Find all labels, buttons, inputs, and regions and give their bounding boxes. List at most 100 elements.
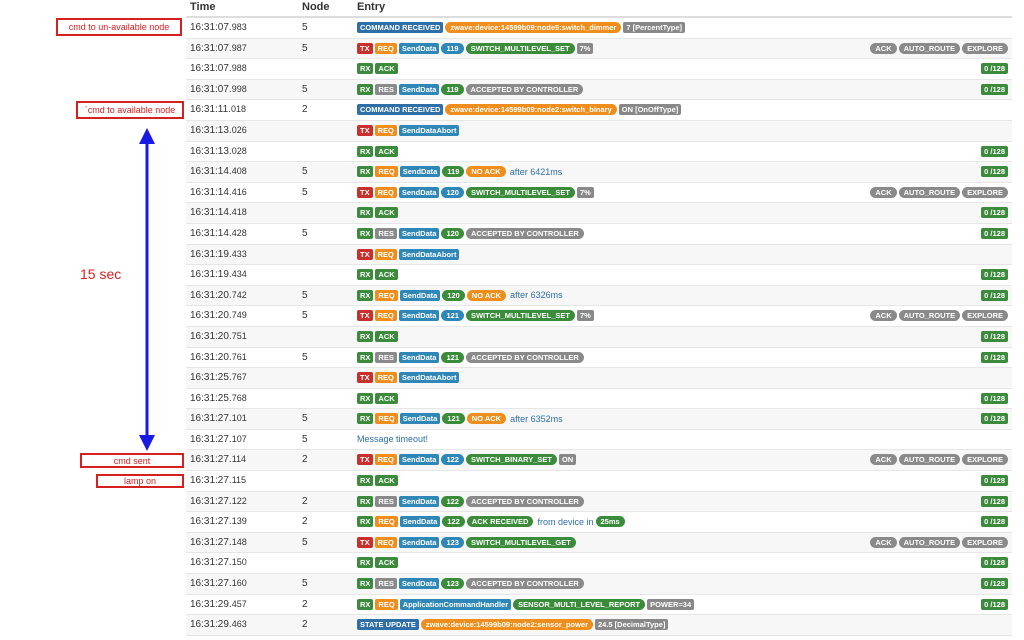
badge: REQ	[375, 516, 398, 528]
entry-cell: TX REQ SendData 122 SWITCH_BINARY_SET ON	[357, 454, 577, 466]
table-row[interactable]: 16:31:20.749 5 TX REQ SendData 121 SWITCH_MULT…	[186, 306, 1012, 327]
badge: 0 /128	[981, 207, 1008, 219]
entry-cell: RX RES SendData 119 ACCEPTED BY CONTROLLER	[357, 83, 584, 95]
badge: RX	[357, 63, 374, 75]
badge: RX	[357, 495, 374, 507]
badge: REQ	[374, 124, 397, 136]
badge: 0 /128	[981, 516, 1008, 528]
badge: NO ACK	[466, 413, 507, 425]
table-row[interactable]: 16:31:07.987 5 TX REQ SendData 119 SWITCH_MULT…	[186, 38, 1012, 60]
table-row[interactable]: 16:31:19.434 RX ACK 0 /128	[186, 265, 1012, 286]
node-cell: 5	[302, 310, 308, 322]
table-row[interactable]: 16:31:27.139 2 RX REQ SendData 122 ACK RECEIVE…	[186, 512, 1012, 533]
badge: REQ	[375, 413, 398, 425]
header-node[interactable]: Node	[302, 1, 330, 13]
badge: SendData	[398, 536, 440, 548]
time-cell: 16:31:27.148	[190, 537, 247, 548]
badge: TX	[357, 454, 373, 466]
entry-cell: RX REQ ApplicationCommandHandler SENSOR_MUL…	[357, 598, 695, 610]
table-row[interactable]: 16:31:19.433 TX REQ SendDataAbort	[186, 244, 1012, 266]
table-row[interactable]: 16:31:07.998 5 RX RES SendData 119 ACCEPTED BY…	[186, 79, 1012, 101]
table-row[interactable]: 16:31:29.457 2 RX REQ ApplicationCommandHand…	[186, 595, 1012, 616]
table-row[interactable]: 16:31:14.418 RX ACK 0 /128	[186, 203, 1012, 224]
table-row[interactable]: 16:31:25.767 TX REQ SendDataAbort	[186, 368, 1012, 389]
badge: ApplicationCommandHandler	[399, 598, 512, 610]
time-value: 16:31:27.	[190, 578, 232, 590]
badge: AUTO_ROUTE	[898, 186, 961, 198]
badge: EXPLORE	[962, 454, 1008, 466]
badge: EXPLORE	[962, 536, 1008, 548]
badge: TX	[357, 186, 373, 198]
entry-text: from device in	[537, 516, 594, 527]
header-entry[interactable]: Entry	[357, 1, 386, 13]
time-cell: 16:31:20.749	[190, 310, 247, 321]
table-row[interactable]: 16:31:07.988 RX ACK 0 /128	[186, 59, 1012, 80]
badge: RES	[375, 83, 397, 95]
table-row[interactable]: 16:31:14.416 5 TX REQ SendData 120 SWITCH_MULT…	[186, 183, 1012, 204]
time-value: 16:31:14.	[190, 186, 232, 198]
time-cell: 16:31:07.988	[190, 63, 247, 74]
row-flags: 0 /128	[981, 166, 1008, 178]
badge: EXPLORE	[962, 42, 1008, 54]
table-row[interactable]: 16:31:20.742 5 RX REQ SendData 120 NO ACK after…	[186, 285, 1012, 307]
badge: 0 /128	[981, 330, 1008, 342]
badge: ACK	[375, 63, 398, 75]
time-cell: 16:31:25.768	[190, 393, 247, 404]
badge: STATE UPDATE	[357, 619, 419, 631]
row-flags: 0 /128	[981, 598, 1008, 610]
table-row[interactable]: 16:31:25.768 RX ACK 0 /128	[186, 389, 1012, 410]
time-value: 16:31:13.	[190, 124, 232, 136]
time-ms: 767	[231, 372, 247, 383]
time-cell: 16:31:14.416	[190, 187, 247, 198]
table-row[interactable]: 16:31:27.148 5 TX REQ SendData 123 SWITCH_MULT…	[186, 532, 1012, 554]
badge: RX	[357, 475, 374, 487]
table-row[interactable]: 16:31:27.122 2 RX RES SendData 122 ACCEPTED BY…	[186, 491, 1012, 513]
table-row[interactable]: 16:31:27.115 RX ACK 0 /128	[186, 471, 1012, 492]
duration-label: 15 sec	[80, 266, 122, 282]
badge: 0 /128	[981, 413, 1008, 425]
table-row[interactable]: 16:31:13.028 RX ACK 0 /128	[186, 142, 1012, 163]
badge: REQ	[374, 42, 397, 54]
badge: RES	[375, 227, 397, 239]
entry-text: after 6421ms	[509, 166, 563, 177]
badge: SendData	[399, 289, 441, 301]
table-row[interactable]: 16:31:27.160 5 RX RES SendData 123 ACCEPTED BY…	[186, 574, 1012, 595]
badge: 120	[442, 289, 465, 301]
time-value: 16:31:27.	[190, 495, 232, 507]
time-cell: 16:31:14.418	[190, 207, 247, 218]
node-cell: 5	[302, 22, 308, 33]
table-row[interactable]: 16:31:27.107 5 Message timeout!	[186, 430, 1012, 451]
table-row[interactable]: 16:31:07.983 5 COMMAND RECEIVED zwave:devic…	[186, 18, 1012, 39]
table-row[interactable]: 16:31:14.428 5 RX RES SendData 120 ACCEPTED BY…	[186, 224, 1012, 245]
table-row[interactable]: 16:31:27.101 5 RX REQ SendData 121 NO ACK after…	[186, 409, 1012, 430]
badge: SendData	[398, 578, 440, 590]
badge: RX	[357, 145, 374, 157]
row-flags: 0 /128	[981, 557, 1008, 569]
badge: SWITCH_MULTILEVEL_SET	[465, 186, 575, 198]
time-value: 16:31:19.	[190, 269, 232, 281]
table-row[interactable]: 16:31:20.751 RX ACK 0 /128	[186, 326, 1012, 348]
entry-cell: RX RES SendData 121 ACCEPTED BY CONTROLLER	[357, 351, 584, 363]
table-row[interactable]: 16:31:29.463 2 STATE UPDATE zwave:device:14…	[186, 615, 1012, 636]
badge: ACK	[375, 557, 398, 569]
table-row[interactable]: 16:31:13.026 TX REQ SendDataAbort	[186, 120, 1012, 142]
table-row[interactable]: 16:31:20.761 5 RX RES SendData 121 ACCEPTED BY…	[186, 348, 1012, 369]
time-cell: 16:31:07.983	[190, 22, 247, 33]
time-value: 16:31:20.	[190, 310, 232, 322]
node-cell: 2	[302, 619, 308, 631]
badge: 119	[441, 83, 464, 95]
time-value: 16:31:20.	[190, 289, 232, 301]
header-time[interactable]: Time	[190, 1, 216, 13]
node-cell: 2	[302, 516, 308, 528]
entry-cell: RX ACK	[357, 145, 398, 157]
table-row[interactable]: 16:31:27.150 RX ACK 0 /128	[186, 553, 1012, 575]
badge: 121	[441, 310, 464, 322]
table-row[interactable]: 16:31:14.408 5 RX REQ SendData 119 NO ACK after…	[186, 162, 1012, 183]
time-ms: 998	[231, 83, 247, 94]
table-row[interactable]: 16:31:11.018 2 COMMAND RECEIVED zwave:devic…	[186, 100, 1012, 121]
entry-cell: RX ACK	[357, 557, 398, 569]
badge: SWITCH_MULTILEVEL_SET	[465, 42, 575, 54]
time-ms: 457	[231, 598, 247, 609]
badge: SendData	[398, 42, 440, 54]
table-row[interactable]: 16:31:27.114 2 TX REQ SendData 122 SWITCH_BINA…	[186, 450, 1012, 472]
